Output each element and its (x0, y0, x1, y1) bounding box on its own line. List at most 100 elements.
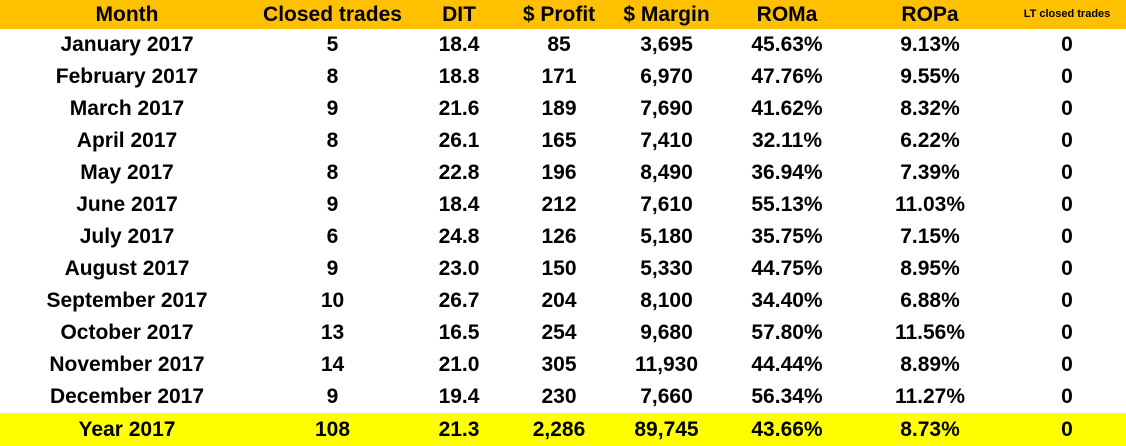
column-header-month: Month (95, 3, 159, 26)
cell-closed-trades: 13 (320, 321, 345, 344)
cell-dit: 26.1 (438, 129, 480, 152)
cell-dit: 18.4 (438, 193, 480, 216)
table-row: December 2017 9 19.4 230 7,660 56.34% 11.27% 0 (0, 381, 1126, 413)
table-row: May 2017 8 22.8 196 8,490 36.94% 7.39% 0 (0, 157, 1126, 189)
cell-margin: 3,695 (640, 33, 693, 56)
cell-closed-trades: 8 (326, 161, 339, 184)
cell-margin: 8,490 (640, 161, 693, 184)
cell-dit: 18.4 (438, 33, 480, 56)
cell-ropa: 9.13% (900, 33, 960, 56)
cell-profit: 196 (541, 161, 577, 184)
column-header-roma: ROMa (756, 3, 818, 26)
cell-month: June 2017 (76, 193, 178, 216)
cell-ropa: 11.03% (894, 193, 966, 216)
cell-margin: 11,930 (634, 353, 699, 376)
cell-margin: 9,680 (640, 321, 693, 344)
cell-dit: 21.6 (438, 97, 480, 120)
cell-lt-closed-trades: 0 (1061, 385, 1073, 408)
cell-lt-closed-trades: 0 (1061, 225, 1073, 248)
cell-ropa: 8.95% (900, 257, 960, 280)
table-row: June 2017 9 18.4 212 7,610 55.13% 11.03% 0 (0, 189, 1126, 221)
cell-month: October 2017 (60, 321, 194, 344)
column-header-dit: DIT (442, 3, 476, 26)
total-roma: 43.66% (751, 418, 823, 441)
column-header-margin: $ Margin (623, 3, 710, 26)
cell-dit: 23.0 (438, 257, 480, 280)
cell-profit: 254 (541, 321, 577, 344)
cell-ropa: 6.22% (900, 129, 960, 152)
cell-closed-trades: 5 (326, 33, 339, 56)
table-row: October 2017 13 16.5 254 9,680 57.80% 11.56% 0 (0, 317, 1126, 349)
table-row: March 2017 9 21.6 189 7,690 41.62% 8.32% 0 (0, 93, 1126, 125)
cell-lt-closed-trades: 0 (1061, 65, 1073, 88)
cell-ropa: 7.39% (900, 161, 960, 184)
cell-roma: 32.11% (751, 129, 823, 152)
column-header-closed-trades: Closed trades (263, 3, 402, 26)
cell-closed-trades: 6 (326, 225, 339, 248)
cell-ropa: 8.89% (900, 353, 960, 376)
table-row: February 2017 8 18.8 171 6,970 47.76% 9.55% 0 (0, 61, 1126, 93)
cell-lt-closed-trades: 0 (1061, 97, 1073, 120)
cell-margin: 5,330 (640, 257, 693, 280)
cell-lt-closed-trades: 0 (1061, 257, 1073, 280)
cell-dit: 16.5 (438, 321, 480, 344)
cell-closed-trades: 9 (326, 193, 339, 216)
cell-closed-trades: 8 (326, 129, 339, 152)
table-row: July 2017 6 24.8 126 5,180 35.75% 7.15% 0 (0, 221, 1126, 253)
cell-closed-trades: 14 (320, 353, 345, 376)
cell-month: July 2017 (79, 225, 175, 248)
cell-closed-trades: 10 (320, 289, 345, 312)
total-label: Year 2017 (78, 418, 176, 441)
header-row: Month Closed trades DIT $ Profit $ Margi… (0, 0, 1126, 29)
cell-month: September 2017 (46, 289, 208, 312)
cell-lt-closed-trades: 0 (1061, 33, 1073, 56)
total-profit: 2,286 (532, 418, 586, 441)
cell-ropa: 7.15% (900, 225, 960, 248)
cell-month: August 2017 (64, 257, 190, 280)
cell-roma: 56.34% (751, 385, 823, 408)
cell-month: April 2017 (76, 129, 178, 152)
cell-profit: 189 (541, 97, 577, 120)
cell-profit: 204 (541, 289, 577, 312)
cell-ropa: 11.56% (894, 321, 966, 344)
cell-roma: 57.80% (751, 321, 823, 344)
cell-profit: 85 (547, 33, 571, 56)
cell-ropa: 9.55% (900, 65, 960, 88)
cell-roma: 41.62% (751, 97, 823, 120)
cell-margin: 7,690 (640, 97, 693, 120)
cell-margin: 7,410 (640, 129, 693, 152)
cell-month: January 2017 (60, 33, 194, 56)
cell-lt-closed-trades: 0 (1061, 289, 1073, 312)
cell-dit: 24.8 (438, 225, 480, 248)
cell-profit: 165 (541, 129, 577, 152)
cell-ropa: 6.88% (900, 289, 960, 312)
cell-month: May 2017 (80, 161, 174, 184)
cell-month: February 2017 (55, 65, 199, 88)
cell-profit: 150 (541, 257, 577, 280)
cell-ropa: 8.32% (900, 97, 960, 120)
cell-roma: 35.75% (751, 225, 823, 248)
cell-lt-closed-trades: 0 (1061, 161, 1073, 184)
column-header-lt-closed-trades: LT closed trades (1023, 8, 1111, 20)
cell-closed-trades: 9 (326, 385, 339, 408)
cell-month: November 2017 (49, 353, 205, 376)
total-row: Year 2017 108 21.3 2,286 89,745 43.66% 8… (0, 413, 1126, 446)
table-row: November 2017 14 21.0 305 11,930 44.44% 8.89% 0 (0, 349, 1126, 381)
table-row: April 2017 8 26.1 165 7,410 32.11% 6.22% 0 (0, 125, 1126, 157)
cell-dit: 22.8 (438, 161, 480, 184)
total-margin: 89,745 (634, 418, 699, 441)
cell-month: December 2017 (49, 385, 205, 408)
table-row: January 2017 5 18.4 85 3,695 45.63% 9.13% 0 (0, 29, 1126, 61)
cell-lt-closed-trades: 0 (1061, 129, 1073, 152)
total-dit: 21.3 (438, 418, 480, 441)
cell-dit: 26.7 (438, 289, 480, 312)
total-closed-trades: 108 (314, 418, 351, 441)
cell-roma: 34.40% (751, 289, 823, 312)
cell-profit: 171 (541, 65, 577, 88)
cell-dit: 18.8 (438, 65, 480, 88)
column-header-profit: $ Profit (522, 3, 596, 26)
cell-profit: 230 (541, 385, 577, 408)
cell-margin: 7,610 (640, 193, 693, 216)
cell-roma: 44.75% (751, 257, 823, 280)
